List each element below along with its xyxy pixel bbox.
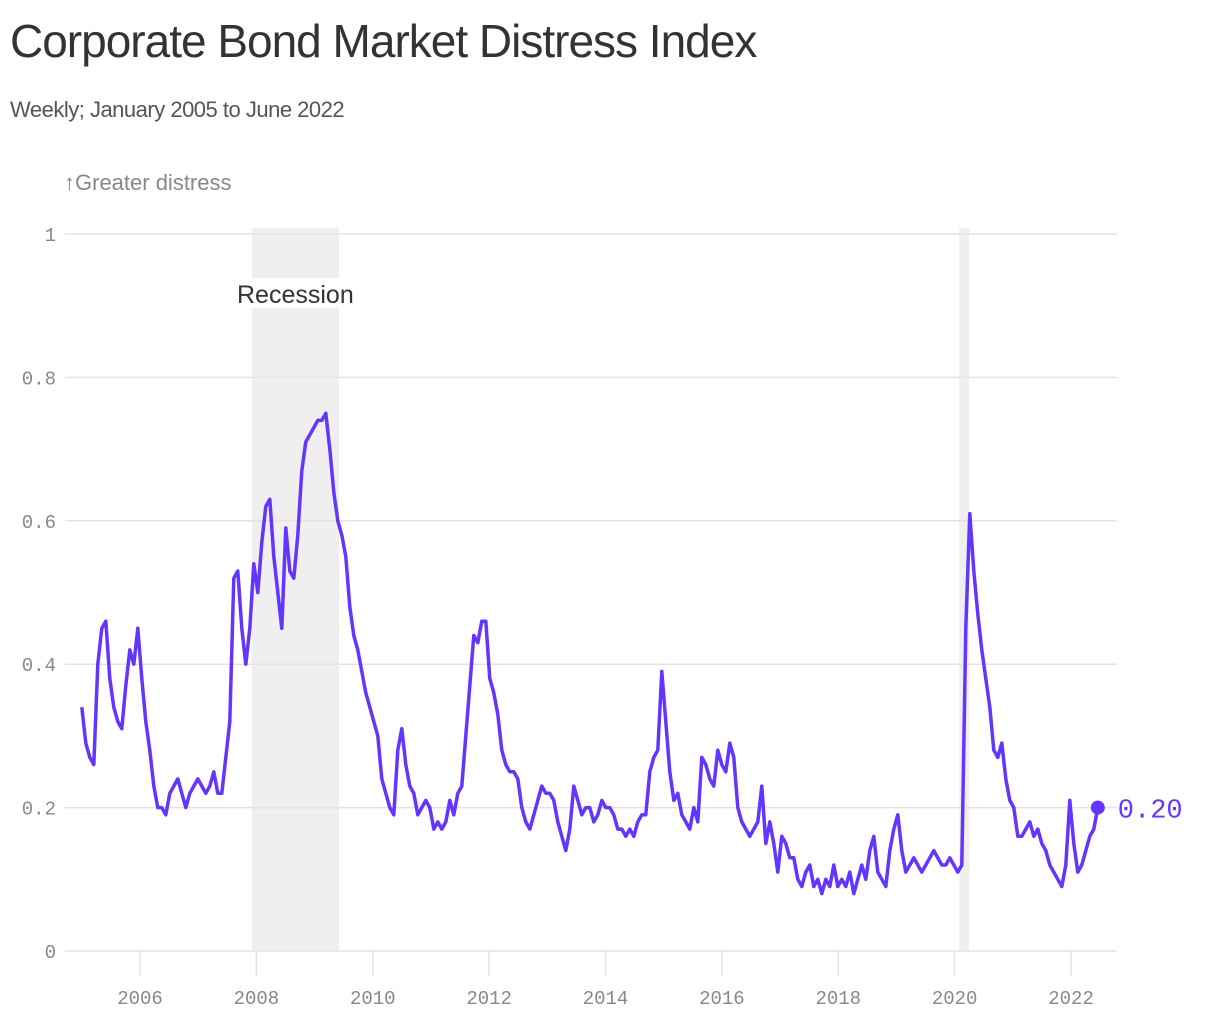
y-tick-label: 1 — [45, 225, 56, 247]
chart-title: Corporate Bond Market Distress Index — [10, 15, 757, 67]
y-tick-label: 0.4 — [22, 655, 56, 677]
chart-subtitle: Weekly; January 2005 to June 2022 — [10, 97, 345, 122]
x-tick-label: 2016 — [699, 988, 745, 1010]
x-tick-label: 2008 — [234, 988, 280, 1010]
y-axis-label: Greater distress — [75, 170, 232, 195]
last-value-label: 0.20 — [1118, 797, 1183, 827]
y-tick-label: 0.2 — [22, 799, 56, 821]
series-line-distress-index — [80, 411, 1100, 896]
y-axis-note: ↑Greater distress — [64, 170, 232, 196]
recession-band — [959, 228, 970, 951]
recession-band — [251, 228, 340, 951]
x-tick-label: 2020 — [932, 988, 978, 1010]
x-tick-label: 2018 — [815, 988, 861, 1010]
x-tick-label: 2014 — [583, 988, 629, 1010]
y-tick-label: 0.8 — [22, 368, 56, 390]
y-tick-label: 0 — [45, 942, 56, 964]
x-tick-label: 2012 — [466, 988, 512, 1010]
up-arrow-icon: ↑ — [64, 170, 75, 195]
x-tick-label: 2022 — [1048, 988, 1094, 1010]
x-tick-label: 2010 — [350, 988, 396, 1010]
last-value-dot — [1090, 800, 1105, 815]
y-tick-label: 0.6 — [22, 512, 56, 534]
recession-label-bg — [221, 278, 367, 308]
recession-label: Recession — [237, 281, 354, 309]
x-tick-label: 2006 — [117, 988, 163, 1010]
